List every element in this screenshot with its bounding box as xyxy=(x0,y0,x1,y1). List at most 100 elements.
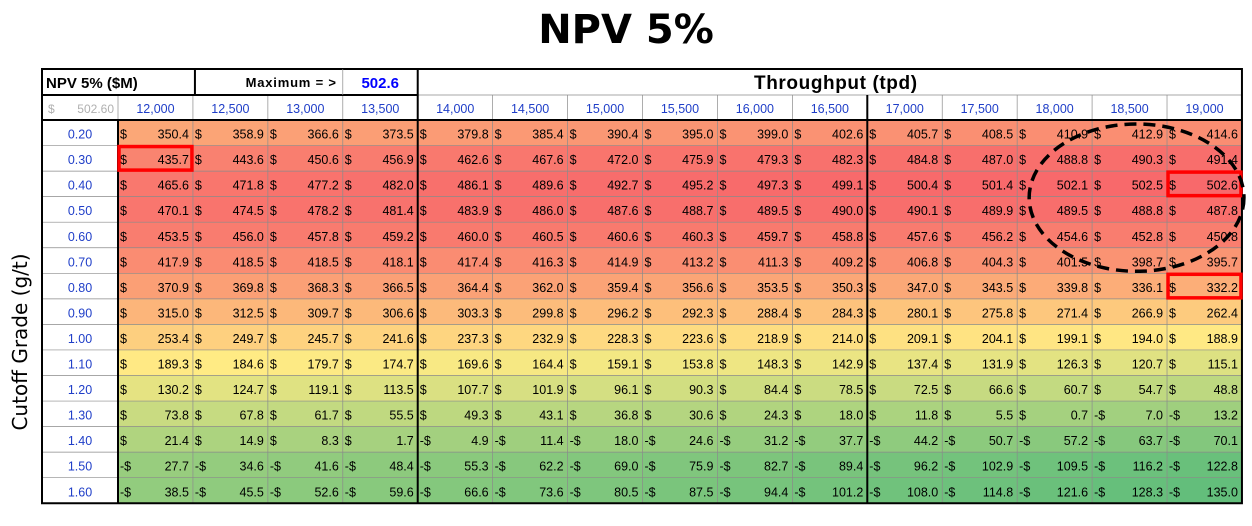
cell-currency: $ xyxy=(570,358,577,372)
cell-value: 359.4 xyxy=(607,281,638,295)
cell-value: 339.8 xyxy=(1057,281,1088,295)
cell-currency: $ xyxy=(195,128,202,142)
cell-currency: $ xyxy=(645,179,652,193)
cell-value: 487.8 xyxy=(1207,204,1238,218)
cell-currency: $ xyxy=(1169,179,1176,193)
cell-value: 284.3 xyxy=(832,306,863,320)
cell-value: 456.0 xyxy=(233,230,264,244)
highlight-box xyxy=(1166,272,1243,300)
cell-currency: $ xyxy=(120,255,127,269)
cell-currency: $ xyxy=(420,128,427,142)
cell-value: 478.2 xyxy=(308,204,339,218)
cell-currency: -$ xyxy=(719,460,730,474)
heatmap-cell xyxy=(867,452,943,478)
cell-value: 11.4 xyxy=(540,434,563,448)
cell-currency: -$ xyxy=(570,485,581,499)
heatmap-cell xyxy=(267,324,343,350)
cell-value: 4.9 xyxy=(471,434,488,448)
cell-value: 41.6 xyxy=(314,460,338,474)
heatmap-cell xyxy=(867,426,943,453)
heatmap-cell xyxy=(118,171,193,197)
heatmap-cell xyxy=(642,247,718,274)
heatmap-cell xyxy=(1092,452,1168,478)
heatmap-cell xyxy=(342,247,418,274)
cell-value: 502.6 xyxy=(1207,179,1238,193)
cell-value: 5.5 xyxy=(996,409,1013,423)
cell-currency: $ xyxy=(420,153,427,167)
heatmap-cell xyxy=(1167,401,1242,427)
cell-value: 416.3 xyxy=(532,255,563,269)
cell-value: 417.4 xyxy=(457,255,488,269)
cell-value: 115.1 xyxy=(1208,358,1238,372)
cell-currency: $ xyxy=(570,153,577,167)
heatmap-cell xyxy=(192,375,268,402)
cell-value: 497.3 xyxy=(757,179,788,193)
heatmap-cell xyxy=(717,349,793,376)
cell-currency: $ xyxy=(944,358,951,372)
cell-currency: $ xyxy=(195,358,202,372)
cell-currency: $ xyxy=(345,281,352,295)
cell-value: 241.6 xyxy=(382,332,413,346)
heatmap-cell xyxy=(118,120,193,146)
heatmap-cell xyxy=(492,222,568,248)
cell-currency: $ xyxy=(869,409,876,423)
cell-value: 245.7 xyxy=(308,332,339,346)
heatmap-cell xyxy=(267,273,343,299)
y-tick-label: 0.80 xyxy=(68,281,92,295)
cell-value: 174.7 xyxy=(382,358,413,372)
cell-currency: -$ xyxy=(1094,460,1105,474)
heatmap-cell xyxy=(118,247,193,274)
x-tick-label: 15,500 xyxy=(661,102,699,116)
heatmap-cell xyxy=(417,171,493,197)
cell-value: 69.0 xyxy=(614,460,638,474)
heatmap-cell xyxy=(342,452,418,478)
heatmap-cell xyxy=(1167,171,1242,197)
cell-currency: $ xyxy=(345,153,352,167)
cell-value: 67.8 xyxy=(240,409,264,423)
cell-value: 232.9 xyxy=(532,332,563,346)
cell-currency: -$ xyxy=(794,434,805,448)
cell-value: 459.7 xyxy=(757,230,788,244)
cell-value: 362.0 xyxy=(532,281,563,295)
heatmap-cell xyxy=(567,273,643,299)
heatmap-cell xyxy=(1017,452,1093,478)
cell-value: 1.7 xyxy=(396,434,413,448)
cell-value: 34.6 xyxy=(240,460,264,474)
cell-currency: $ xyxy=(420,255,427,269)
heatmap-cell xyxy=(642,273,718,299)
cell-value: 502.5 xyxy=(1132,179,1163,193)
heatmap-cell xyxy=(417,145,493,172)
cell-currency: $ xyxy=(120,179,127,193)
cell-currency: -$ xyxy=(1169,409,1180,423)
cell-value: 373.5 xyxy=(382,128,413,142)
cell-currency: $ xyxy=(120,434,127,448)
heatmap-cell xyxy=(942,324,1018,350)
heatmap-cell xyxy=(342,375,418,402)
heatmap-cell xyxy=(118,196,193,223)
heatmap-cell xyxy=(942,477,1018,504)
cell-value: 52.6 xyxy=(314,485,338,499)
cell-value: 237.3 xyxy=(457,332,488,346)
heatmap-cell xyxy=(717,120,793,146)
cell-value: 108.0 xyxy=(907,485,938,499)
cell-currency: $ xyxy=(645,153,652,167)
heatmap-cell xyxy=(192,120,268,146)
cell-currency: $ xyxy=(420,383,427,397)
cell-value: 456.9 xyxy=(382,153,413,167)
cell-value: 90.3 xyxy=(689,383,713,397)
heatmap-cell xyxy=(1167,145,1242,172)
heatmap-cell xyxy=(792,196,868,223)
heatmap-cell xyxy=(792,426,868,453)
heatmap-cell xyxy=(1092,273,1168,299)
cell-value: 395.0 xyxy=(682,128,713,142)
cell-currency: $ xyxy=(495,128,502,142)
heatmap-cell xyxy=(792,222,868,248)
cell-currency: -$ xyxy=(420,460,431,474)
cell-value: 489.5 xyxy=(757,204,788,218)
cell-value: 456.2 xyxy=(982,230,1013,244)
cell-currency: $ xyxy=(345,434,352,448)
heatmap-cell xyxy=(792,452,868,478)
heatmap-cell xyxy=(642,452,718,478)
cell-value: 169.6 xyxy=(457,358,488,372)
heatmap-cell xyxy=(867,171,943,197)
